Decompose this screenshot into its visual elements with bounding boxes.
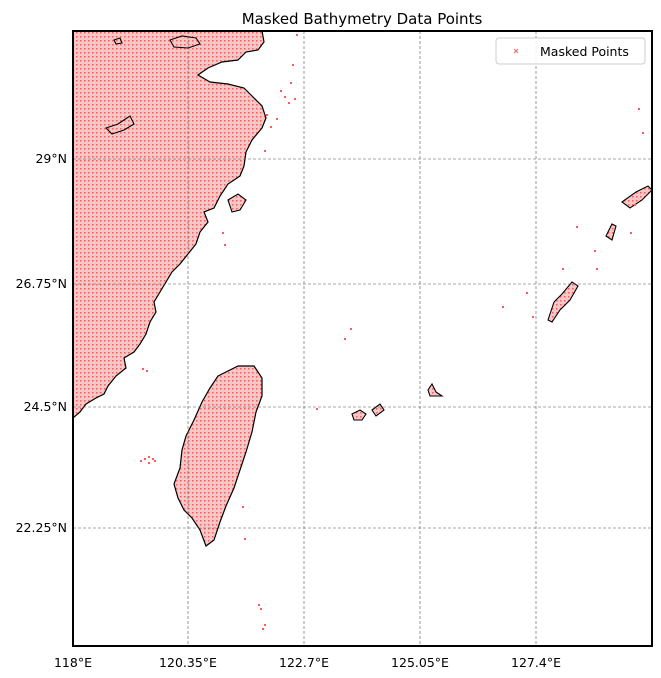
y-tick-label: 26.75°N [16, 276, 67, 291]
map-frame [72, 30, 653, 647]
map-area [73, 31, 652, 646]
scattered-masked-points [140, 34, 644, 630]
x-tick-label: 122.7°E [279, 655, 329, 670]
y-tick-label: 24.5°N [24, 399, 67, 414]
legend-marker-icon [513, 48, 519, 54]
map-title: Masked Bathymetry Data Points [242, 10, 483, 28]
island-yaeyama-west [351, 409, 367, 421]
legend: Masked Points [495, 37, 646, 65]
map-gridlines [73, 31, 652, 646]
island-miyako [427, 382, 444, 397]
x-tick-label: 120.35°E [159, 655, 217, 670]
y-tick-labels: 29°N 26.75°N 24.5°N 22.25°N [16, 151, 67, 535]
island-amami [605, 223, 617, 241]
island-kyushu-tip [621, 185, 652, 209]
x-tick-label: 118°E [54, 655, 92, 670]
legend-label: Masked Points [540, 44, 629, 59]
island-small-a [113, 37, 123, 45]
island-okinawa [547, 281, 579, 323]
island-north [169, 35, 201, 49]
y-tick-label: 29°N [35, 151, 67, 166]
land-taiwan [173, 365, 263, 547]
island-coast-b [227, 193, 247, 213]
x-tick-label: 127.4°E [511, 655, 561, 670]
x-tick-labels: 118°E 120.35°E 122.7°E 125.05°E 127.4°E [54, 655, 561, 670]
x-tick-label: 125.05°E [391, 655, 449, 670]
y-tick-label: 22.25°N [16, 520, 67, 535]
island-zhoushan [104, 115, 135, 135]
